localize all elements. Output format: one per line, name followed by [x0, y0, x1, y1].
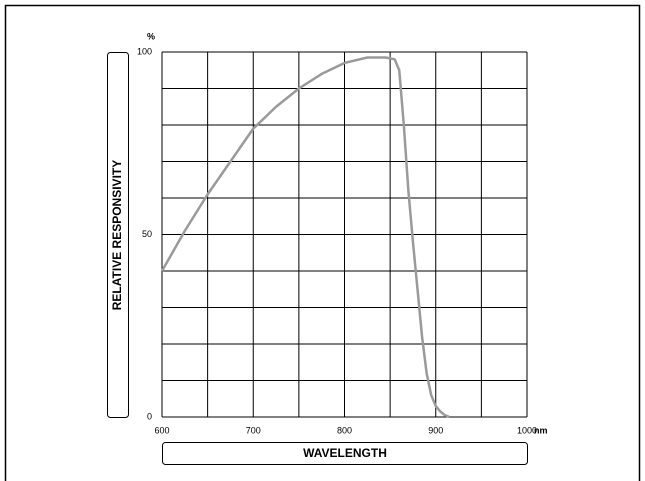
x-tick-label: 700 — [246, 425, 261, 435]
y-tick-label: 0 — [147, 411, 152, 421]
x-tick-label: 600 — [154, 425, 169, 435]
curve — [160, 56, 450, 419]
y-tick-label: 50 — [142, 229, 152, 239]
x-unit: nm — [534, 425, 548, 435]
frame — [4, 4, 641, 481]
y-tick-label: 100 — [137, 46, 152, 56]
x-tick-label: 1000 — [517, 425, 537, 435]
x-axis-label: WAVELENGTH — [303, 446, 387, 460]
x-tick-label: 900 — [428, 425, 443, 435]
y-label-box — [107, 52, 129, 418]
x-label-box — [162, 442, 528, 465]
y-unit: % — [147, 31, 155, 41]
x-tick-label: 800 — [337, 425, 352, 435]
y-axis-label: RELATIVE RESPONSIVITY — [110, 160, 124, 310]
